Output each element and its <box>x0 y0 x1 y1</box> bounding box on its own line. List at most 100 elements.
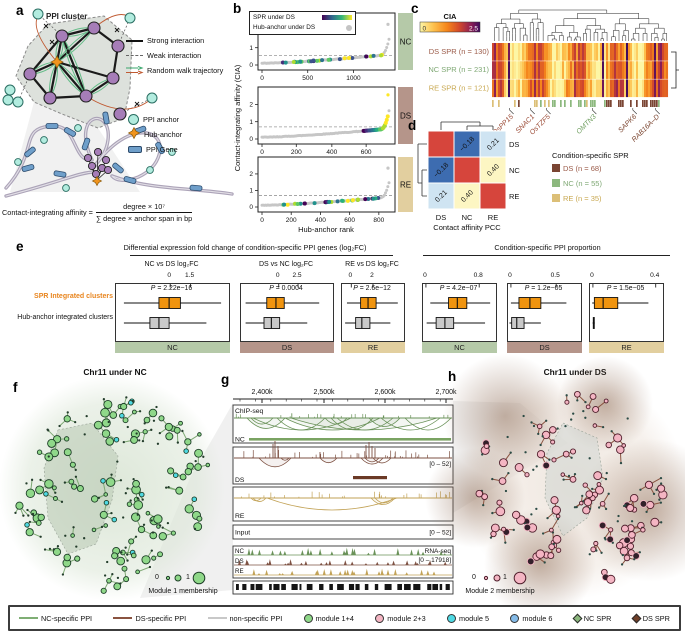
group2-title: Condition-specific PPI proportion <box>494 243 601 252</box>
ppi-anchor-icon <box>128 114 139 125</box>
condition-footer: DS <box>507 342 582 353</box>
legend-item-ds-specific-ppi: DS-specific PPI <box>113 614 186 623</box>
ppi-gene-icon <box>128 146 142 153</box>
legend-row-hub: Hub-anchor under DS <box>253 23 352 33</box>
svg-text:600: 600 <box>344 217 355 224</box>
hub-anchor-label: Hub-anchor under DS <box>253 23 316 31</box>
f-size-max: 1 <box>186 574 190 581</box>
legend-row-ppi-gene: PPI Gene <box>128 142 182 157</box>
legend-item-ds-spr: DS SPR <box>631 613 670 623</box>
viridis-colorbar <box>322 15 352 21</box>
panel-f-title: Chr11 under NC <box>83 367 147 377</box>
svg-text:500: 500 <box>302 75 313 82</box>
axis-tick-label: 0 <box>348 272 353 279</box>
p-value: P = 2.6e−12 <box>353 285 391 292</box>
svg-text:CIA: CIA <box>444 12 458 21</box>
formula-lhs: Contact-integrating affinity = <box>2 208 93 217</box>
axis-tick-label: 0.4 <box>650 272 660 279</box>
ppi-cluster-title: PPI cluster <box>46 12 88 21</box>
svg-text:200: 200 <box>291 149 302 156</box>
network-nodes <box>14 396 211 594</box>
group2-underline <box>423 255 670 256</box>
circle-swatch-icon <box>303 613 313 623</box>
svg-text:[0 – 17918]: [0 – 17918] <box>418 557 451 564</box>
weak-interaction-label: Weak interaction <box>147 51 202 60</box>
svg-text:RE: RE <box>488 213 498 222</box>
group1-title: Differential expression fold change of c… <box>123 243 367 252</box>
svg-text:2.5: 2.5 <box>469 26 478 33</box>
legend-item-label: module 5 <box>459 613 490 623</box>
axis-tick-label: 1.5 <box>184 272 195 279</box>
node-legend: PPI anchor Hub-anchor PPI Gene <box>127 112 183 157</box>
panel-f-label: f <box>13 380 18 395</box>
h-size-min: 0 <box>472 574 476 581</box>
svg-text:Condition-specific SPR: Condition-specific SPR <box>552 151 629 160</box>
formula-numerator: degree × 10⁷ <box>123 202 165 211</box>
legend-item-label: DS SPR <box>642 613 670 623</box>
legend-item-label: module 6 <box>522 613 553 623</box>
panel-b-legend: SPR under DS Hub-anchor under DS <box>249 11 356 35</box>
h-size-max: 1 <box>503 574 507 581</box>
svg-text:0: 0 <box>249 204 253 211</box>
svg-text:Input: Input <box>235 530 250 537</box>
svg-text:RNA-seq: RNA-seq <box>425 548 452 555</box>
condition-footer: NC <box>422 342 497 353</box>
network-nodes <box>475 390 668 584</box>
strong-interaction-label: Strong interaction <box>147 36 205 45</box>
svg-text:NC: NC <box>462 213 473 222</box>
condition-footer: RE <box>589 342 664 353</box>
p-value: P = 1.5e−05 <box>606 285 645 292</box>
svg-text:NC: NC <box>235 437 245 444</box>
panel-e-label: e <box>16 239 24 254</box>
axis-title: NC vs DS log₂FC <box>144 261 199 268</box>
svg-text:2: 2 <box>249 171 253 178</box>
legend-row-strong-interaction: Strong interaction <box>126 33 223 48</box>
axis-tick-label: 0 <box>167 272 172 279</box>
boxplot-panel: Differential expression fold change of c… <box>0 236 685 358</box>
p-value: P = 0.0004 <box>269 285 303 292</box>
svg-text:400: 400 <box>326 149 337 156</box>
ppi-gene-label: PPI Gene <box>146 145 178 154</box>
spr-under-ds-label: SPR under DS <box>253 14 295 21</box>
svg-text:NC: NC <box>235 548 244 555</box>
legend-row-ppi-anchor: PPI anchor <box>128 112 182 127</box>
hub-anchor-label: Hub-anchor <box>144 130 183 139</box>
legend-item-label: non-specific PPI <box>229 613 283 623</box>
svg-text:DS (n = 68): DS (n = 68) <box>563 164 602 173</box>
condition-footer: NC <box>115 342 230 353</box>
svg-text:RE: RE <box>235 513 245 520</box>
f-size-min: 0 <box>155 574 159 581</box>
weak-interaction-icon <box>126 55 143 56</box>
legend-item-label: module 2+3 <box>387 613 426 623</box>
svg-text:RE (n = 35): RE (n = 35) <box>563 194 602 203</box>
diamond-swatch-icon <box>572 613 583 623</box>
svg-text:RE SPR (n = 121): RE SPR (n = 121) <box>429 83 490 92</box>
svg-text:400: 400 <box>315 217 326 224</box>
axis-tick-label: 2.5 <box>292 272 302 279</box>
ppi-cluster-illustration <box>2 8 234 198</box>
group1-underline <box>130 255 393 256</box>
svg-text:0: 0 <box>260 149 264 156</box>
svg-text:2: 2 <box>249 102 253 109</box>
svg-text:200: 200 <box>286 217 297 224</box>
panel-h-label: h <box>448 369 457 384</box>
legend-item-label: NC-specific PPI <box>41 613 93 623</box>
hub-anchor-icon <box>127 126 141 144</box>
line-swatch-icon <box>19 617 38 619</box>
legend-item-module-1-4: module 1+4 <box>303 613 354 623</box>
p-value: P = 2.22e−16 <box>150 285 193 292</box>
boxplot-DS <box>507 283 582 342</box>
svg-text:Hub-anchor rank: Hub-anchor rank <box>298 225 354 234</box>
line-swatch-icon <box>113 617 133 619</box>
formula-fraction: degree × 10⁷ ∑ degree × anchor span in b… <box>95 202 193 223</box>
legend-item-label: NC SPR <box>583 613 612 623</box>
condition-footer: RE <box>341 342 405 353</box>
figure-legend: NC-specific PPI DS-specific PPI non-specif… <box>8 605 681 631</box>
circle-swatch-icon <box>375 613 385 623</box>
svg-text:1000: 1000 <box>346 75 361 82</box>
axis-tick-label: 0 <box>423 272 427 279</box>
ppi-anchor-label: PPI anchor <box>143 115 180 124</box>
svg-text:RE: RE <box>400 181 411 190</box>
legend-row-hub-anchor: Hub-anchor <box>127 126 183 144</box>
